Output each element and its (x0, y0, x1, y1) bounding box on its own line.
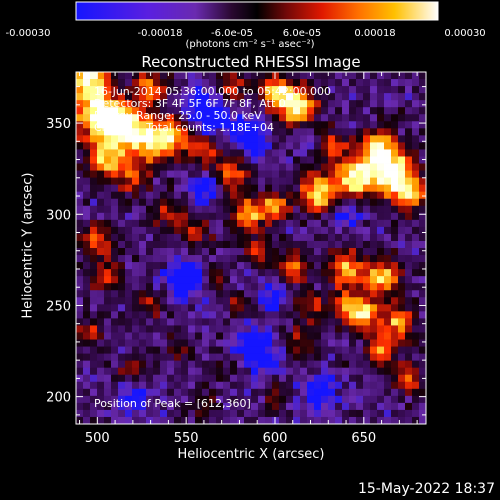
annotation-energy-range: Energy Range: 25.0 - 50.0 keV (94, 109, 262, 122)
x-tick-label: 600 (263, 431, 288, 446)
colorbar-tick-label: 0.00030 (444, 28, 485, 39)
annotation-detectors: Detectors: 3F 4F 5F 6F 7F 8F, Att 0 (94, 97, 286, 110)
colorbar-tick-label: -0.00030 (6, 28, 51, 39)
annotation-peak-position: Position of Peak = [612,360] (94, 397, 251, 410)
chart-title: Reconstructed RHESSI Image (141, 53, 361, 71)
colorbar-tick-label: 6.0e-05 (283, 28, 321, 39)
colorbar-ticks: -0.00030 -0.00018 -6.0e-05 6.0e-05 0.00018 0.… (6, 28, 486, 39)
plot-frame (75, 71, 427, 425)
y-axis-label: Heliocentric Y (arcsec) (20, 172, 36, 319)
y-tick-label: 200 (46, 391, 71, 406)
x-axis-label: Heliocentric X (arcsec) (177, 447, 325, 462)
y-tick-label: 250 (46, 299, 71, 314)
colorbar-tick-label: 0.00018 (354, 28, 395, 39)
x-tick-label: 650 (351, 431, 376, 446)
colorbar-tick-label: -6.0e-05 (211, 28, 253, 39)
y-tick-label: 300 (46, 208, 71, 223)
annotation-time-range: 16-Jun-2014 05:36:00.000 to 05:42:00.000 (94, 85, 332, 98)
colorbar-tick-label: -0.00018 (138, 28, 183, 39)
x-tick-label: 550 (174, 431, 199, 446)
y-tick-label: 350 (46, 117, 71, 132)
colorbar: -0.00030 -0.00018 -6.0e-05 6.0e-05 0.00018 0.… (6, 1, 486, 39)
axes: 500 550 600 650 200 250 300 350 (46, 72, 426, 446)
annotation-clean-counts: Clean Total counts: 1.18E+04 (94, 121, 275, 134)
heatmap-cells (76, 72, 427, 425)
colorbar-gradient (75, 1, 439, 21)
x-tick-label: 500 (85, 431, 110, 446)
colorbar-unit-label: (photons cm⁻² s⁻¹ asec⁻²) (185, 39, 315, 50)
footer-timestamp: 15-May-2022 18:37 (357, 481, 495, 497)
